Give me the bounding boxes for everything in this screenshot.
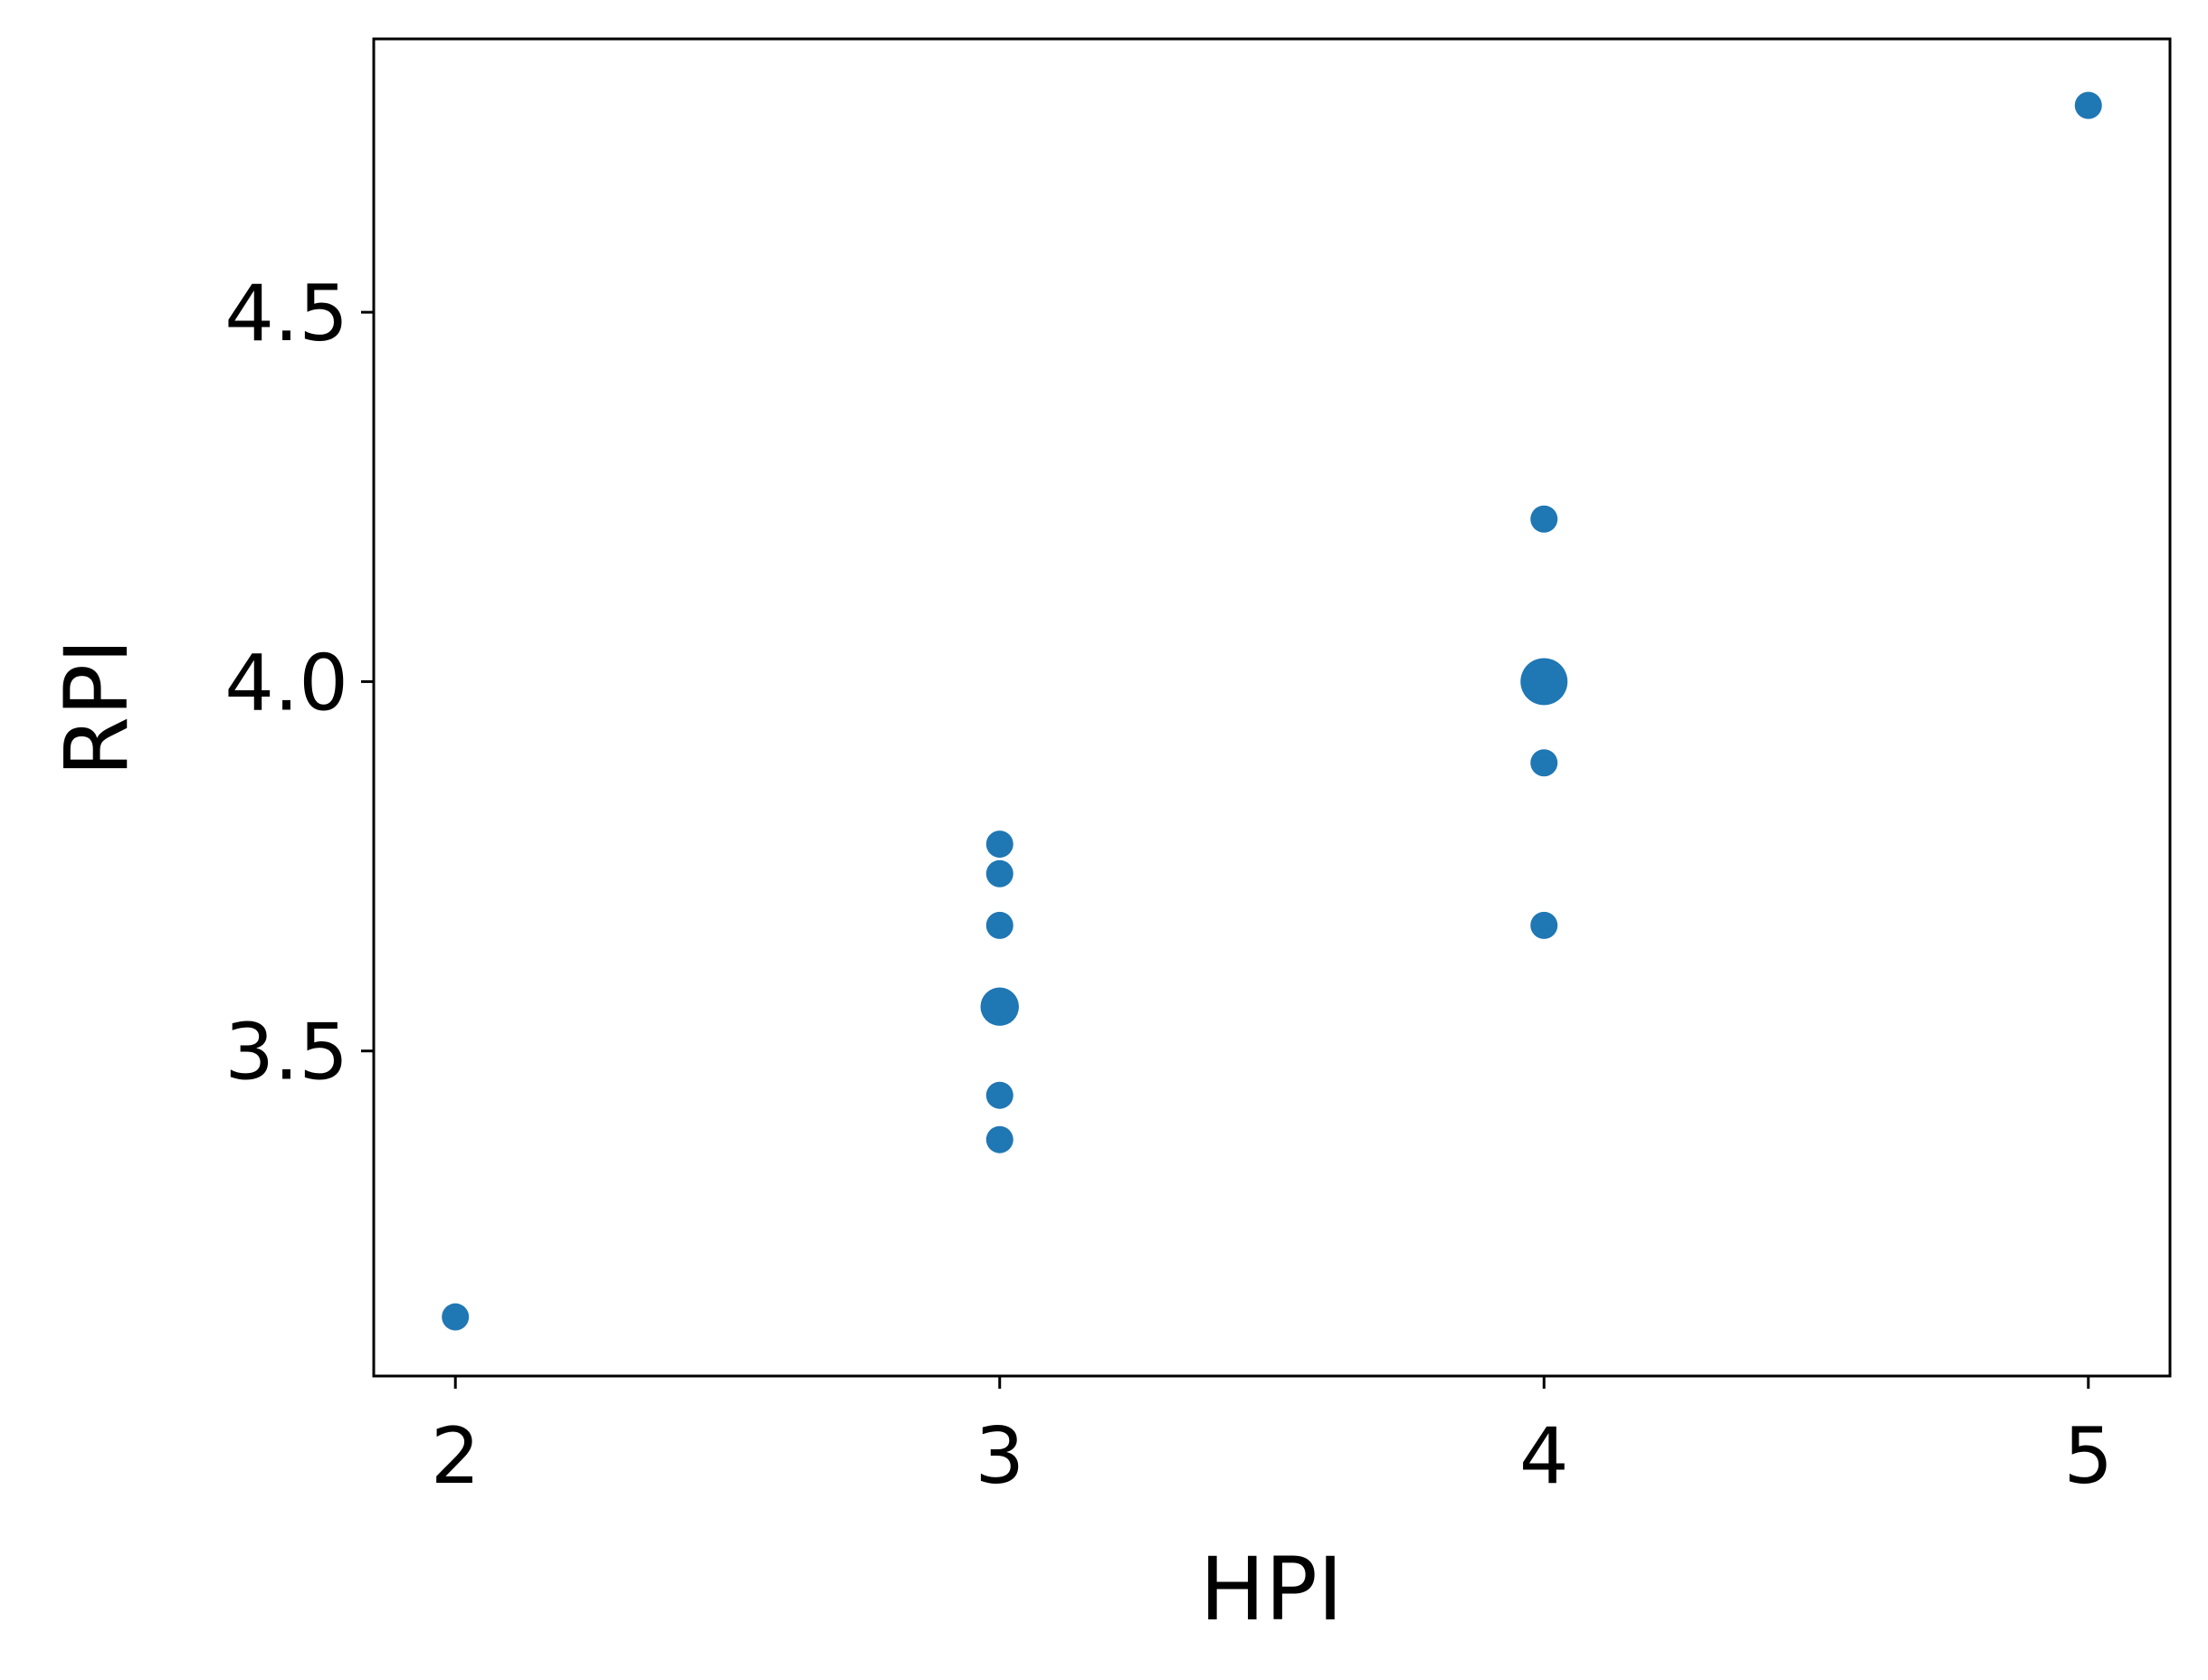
data-points	[442, 91, 2102, 1331]
data-point-7	[985, 831, 1014, 859]
x-tick-label-2: 3	[975, 1411, 1024, 1502]
data-point-9	[1530, 749, 1558, 777]
x-axis-ticks: 2 3 4 5	[431, 1376, 2113, 1502]
y-axis-ticks: 3.5 4.0 4.5	[224, 269, 374, 1098]
plot-frame	[372, 37, 2172, 1378]
x-axis-label: HPI	[1200, 1539, 1343, 1640]
data-point-4	[980, 987, 1019, 1026]
x-tick-label-1: 2	[431, 1411, 481, 1502]
x-tick-label-3: 4	[1519, 1411, 1569, 1502]
plot-background	[374, 39, 2170, 1376]
y-tick-label-2: 4.0	[224, 638, 348, 728]
data-point-11	[1530, 505, 1558, 533]
data-point-6	[985, 859, 1014, 887]
data-point-2	[985, 1125, 1014, 1153]
y-tick-label-3: 4.5	[224, 269, 348, 359]
x-tick-label-4: 5	[2063, 1411, 2113, 1502]
data-point-8	[1530, 911, 1558, 939]
data-point-12	[2074, 91, 2102, 119]
data-point-5	[985, 911, 1014, 939]
y-axis-label: RPI	[46, 639, 148, 777]
y-tick-label-1: 3.5	[224, 1008, 348, 1098]
data-point-1	[442, 1303, 470, 1331]
data-point-3	[985, 1081, 1014, 1109]
data-point-10	[1520, 658, 1568, 706]
